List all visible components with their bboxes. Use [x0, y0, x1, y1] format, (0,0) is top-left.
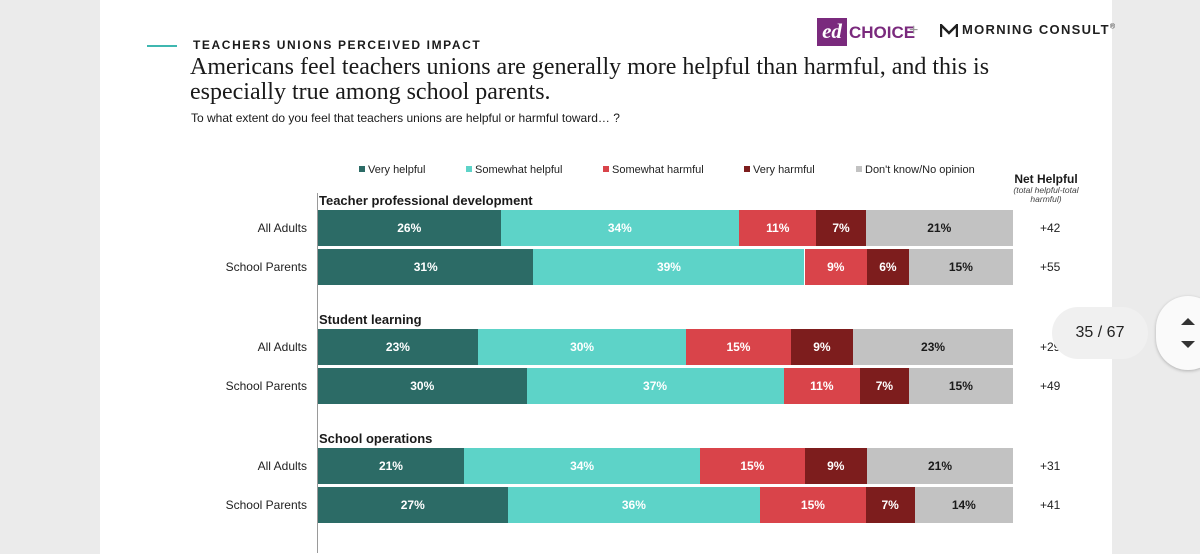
bar-segment: 15%	[760, 487, 866, 523]
bar-segment: 23%	[853, 329, 1013, 365]
bar-segment: 21%	[865, 210, 1013, 246]
legend-label: Somewhat harmful	[612, 164, 704, 176]
bar-segment: 14%	[914, 487, 1013, 523]
logo-plus: +	[909, 22, 919, 39]
bar-segment: 6%	[867, 249, 909, 285]
bar-segment: 30%	[477, 329, 687, 365]
bar-segment: 31%	[318, 249, 534, 285]
legend-label: Very harmful	[753, 164, 815, 176]
legend-item: Very harmful	[744, 164, 815, 176]
row-label: School Parents	[225, 260, 307, 274]
bar-segment: 7%	[860, 368, 909, 404]
bar-segment: 30%	[318, 368, 527, 404]
legend-swatch	[466, 166, 472, 172]
chart-axis-line	[317, 193, 318, 553]
bar-segment: 15%	[686, 329, 791, 365]
row-label: All Adults	[257, 340, 307, 354]
net-helpful-value: +42	[1040, 221, 1061, 235]
bar-segment: 15%	[700, 448, 805, 484]
bar-segment: 15%	[908, 368, 1013, 404]
bar-segment: 27%	[318, 487, 508, 523]
edchoice-logo-text: CHOICE	[849, 23, 916, 42]
legend-swatch	[744, 166, 750, 172]
row-label: School Parents	[225, 498, 307, 512]
legend-item: Somewhat helpful	[466, 164, 562, 176]
net-helpful-value: +49	[1040, 379, 1061, 393]
morning-consult-m-icon	[940, 24, 958, 37]
bar-segment: 23%	[318, 329, 478, 365]
section-title: School operations	[319, 431, 433, 446]
survey-question: To what extent do you feel that teachers…	[191, 111, 620, 125]
row-label: All Adults	[257, 459, 307, 473]
legend-item: Very helpful	[359, 164, 425, 176]
bar-segment: 21%	[867, 448, 1013, 484]
bar-segment: 37%	[526, 368, 784, 404]
bar-segment: 7%	[816, 210, 866, 246]
bar-segment: 9%	[804, 249, 868, 285]
legend-swatch	[856, 166, 862, 172]
registered-mark: ®	[1109, 23, 1117, 31]
bar-segment: 21%	[318, 448, 464, 484]
legend-item: Don't know/No opinion	[856, 164, 975, 176]
net-helpful-subtitle: (total helpful-total harmful)	[1013, 185, 1079, 204]
accent-rule	[147, 45, 177, 47]
bar-segment: 26%	[318, 210, 501, 246]
legend-swatch	[603, 166, 609, 172]
page-indicator: 35 / 67	[1052, 307, 1148, 359]
section-title: Teacher professional development	[319, 193, 533, 208]
bar-segment: 7%	[865, 487, 915, 523]
bar-segment: 34%	[463, 448, 701, 484]
bar-segment: 36%	[507, 487, 761, 523]
legend-label: Somewhat helpful	[475, 164, 563, 176]
legend-label: Don't know/No opinion	[865, 164, 975, 176]
legend-item: Somewhat harmful	[603, 164, 704, 176]
bar-segment: 34%	[500, 210, 740, 246]
net-helpful-value: +55	[1040, 260, 1061, 274]
row-label: School Parents	[225, 379, 307, 393]
morning-consult-logo-text: MORNING CONSULT®	[962, 22, 1117, 37]
net-helpful-value: +31	[1040, 459, 1061, 473]
bar-segment: 11%	[739, 210, 817, 246]
net-helpful-header: Net Helpful	[1014, 172, 1078, 186]
slide-kicker: TEACHERS UNIONS PERCEIVED IMPACT	[193, 38, 482, 52]
edchoice-logo-mark: ed	[817, 18, 847, 46]
page-nav-button[interactable]	[1156, 296, 1200, 370]
edchoice-logo: ed CHOICE	[817, 18, 915, 46]
bar-segment: 39%	[533, 249, 805, 285]
slide-headline: Americans feel teachers unions are gener…	[190, 54, 990, 105]
bar-segment: 11%	[783, 368, 861, 404]
bar-segment: 15%	[908, 249, 1013, 285]
page-up-down-icon	[1181, 318, 1195, 348]
row-label: All Adults	[257, 221, 307, 235]
net-helpful-value: +41	[1040, 498, 1061, 512]
legend-label: Very helpful	[368, 164, 426, 176]
bar-segment: 9%	[804, 448, 868, 484]
legend-swatch	[359, 166, 365, 172]
bar-segment: 9%	[790, 329, 854, 365]
section-title: Student learning	[319, 312, 422, 327]
